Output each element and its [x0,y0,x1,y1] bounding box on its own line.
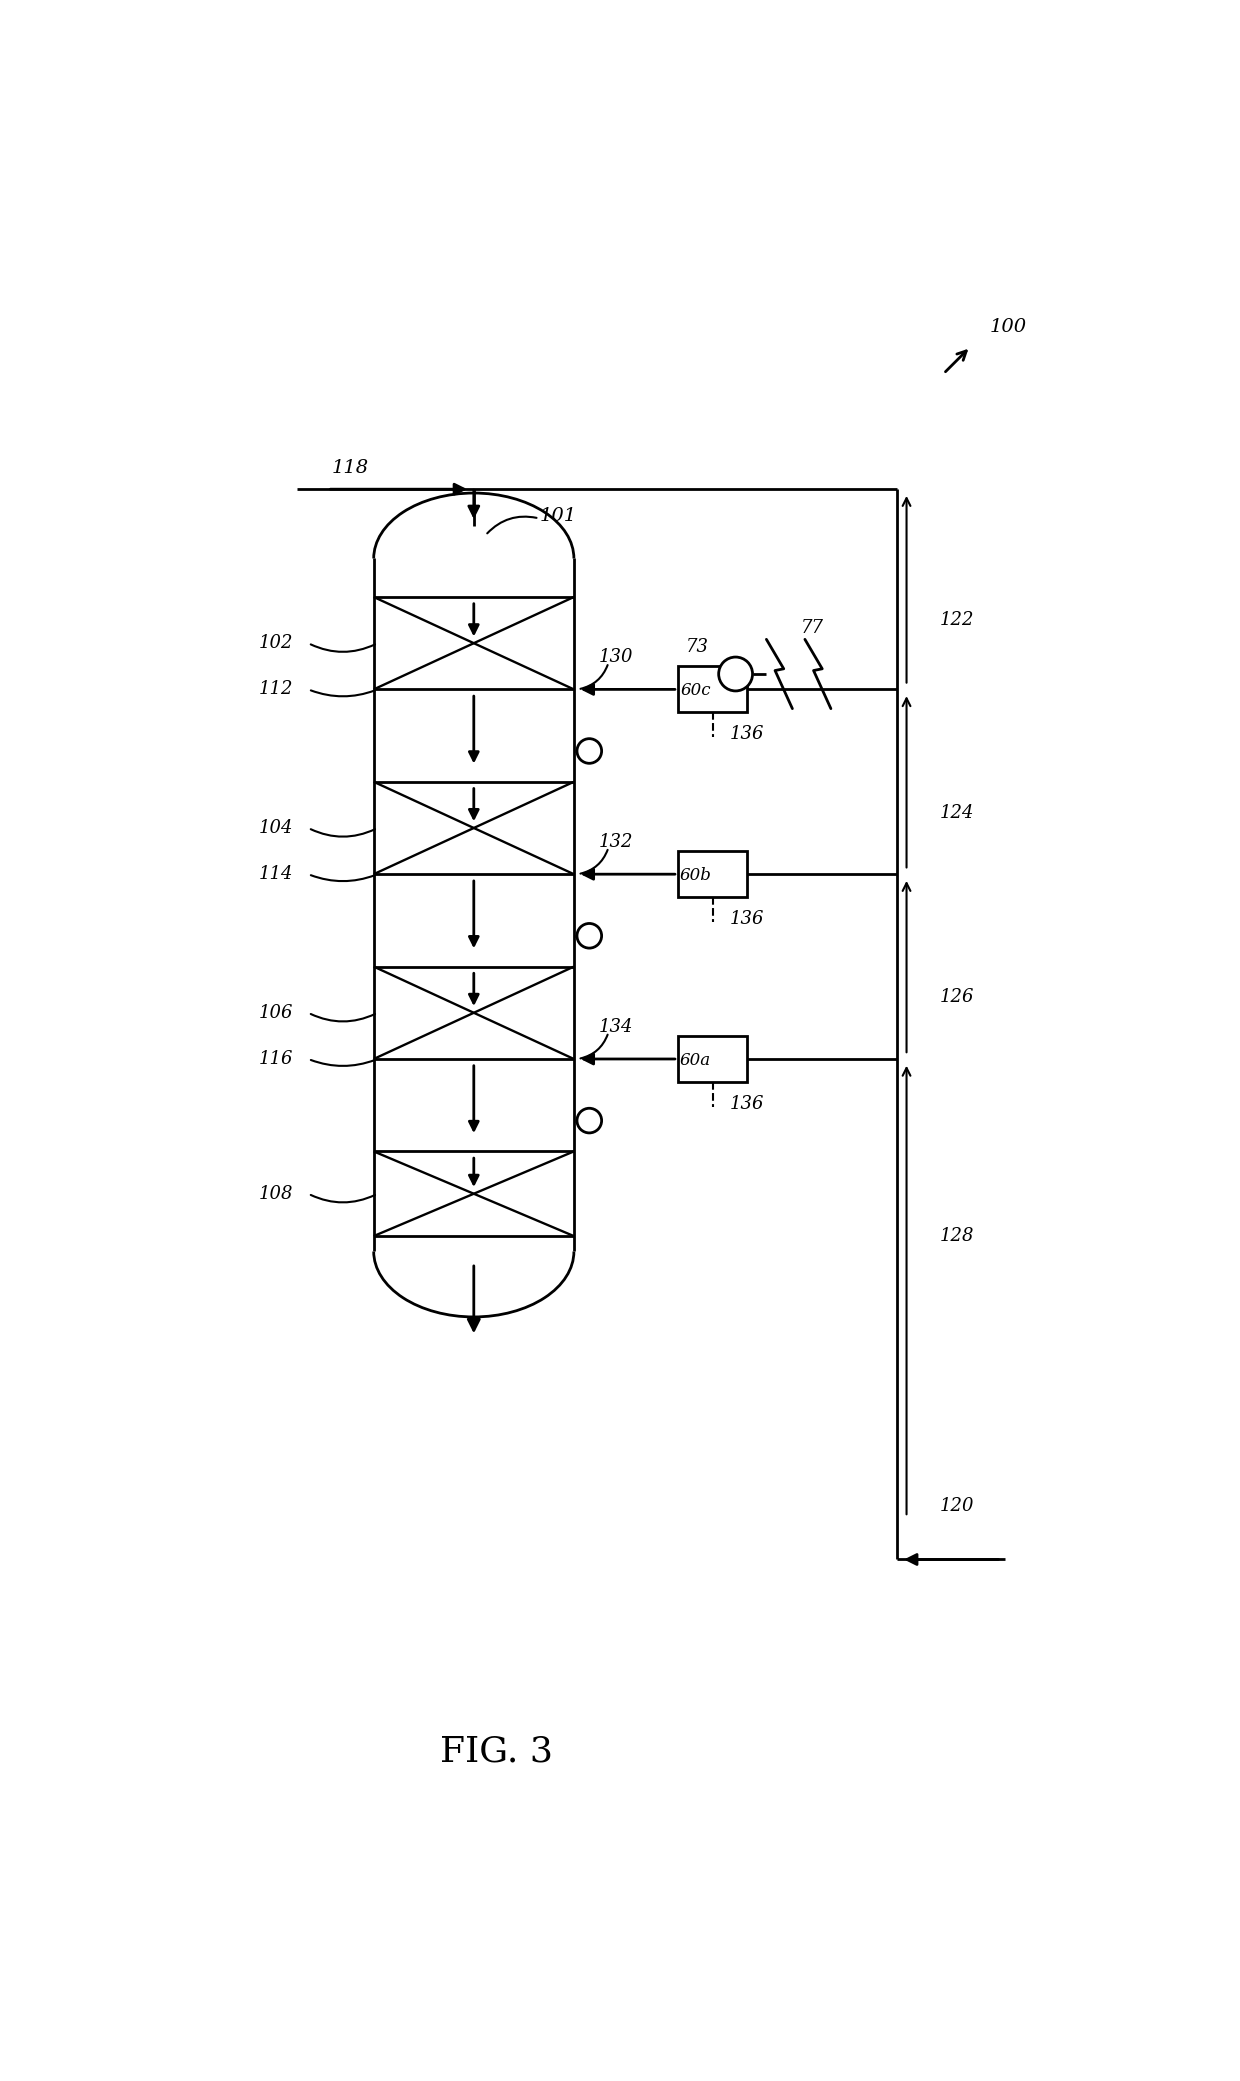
Text: 60a: 60a [680,1053,711,1070]
Text: FIG. 3: FIG. 3 [440,1736,553,1769]
Text: 132: 132 [599,832,634,851]
Bar [678,851,748,897]
Text: 136: 136 [730,1095,764,1113]
Text: 60c: 60c [681,683,711,699]
Text: 73: 73 [686,639,708,656]
Text: 130: 130 [599,647,634,666]
Text: 136: 136 [730,724,764,743]
Text: 128: 128 [940,1228,975,1244]
Text: 108: 108 [258,1184,293,1203]
Bar [678,1036,748,1082]
Bar [678,666,748,712]
Text: 136: 136 [730,909,764,928]
Text: 112: 112 [258,680,293,699]
Text: 114: 114 [258,866,293,882]
Text: 118: 118 [332,458,370,477]
Text: 101: 101 [539,508,577,524]
Text: 60b: 60b [680,868,712,884]
Text: 134: 134 [599,1018,634,1036]
Text: 106: 106 [258,1003,293,1022]
Circle shape [719,658,753,691]
Circle shape [577,739,601,764]
Text: 124: 124 [940,803,975,822]
Text: 116: 116 [258,1051,293,1068]
Text: 104: 104 [258,820,293,837]
Circle shape [577,1109,601,1132]
Text: 126: 126 [940,988,975,1007]
Text: 100: 100 [990,318,1027,337]
Circle shape [577,924,601,949]
Text: 122: 122 [940,612,975,628]
Text: 77: 77 [801,618,825,637]
Text: 120: 120 [940,1496,975,1515]
Text: 102: 102 [258,635,293,651]
